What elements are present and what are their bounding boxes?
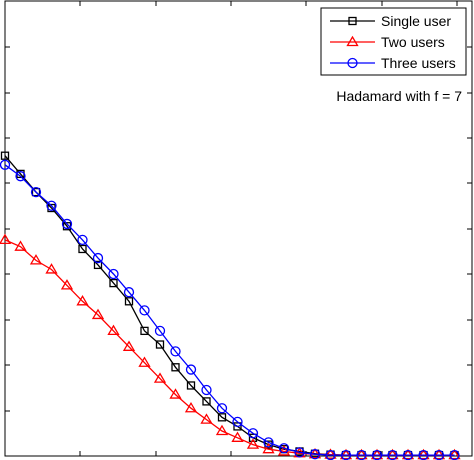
legend-label-two-users: Two users (381, 34, 445, 50)
legend: Single user Two users Three users (321, 8, 466, 75)
legend-label-single-user: Single user (381, 13, 451, 29)
legend-label-three-users: Three users (381, 55, 456, 71)
annotation-text: Hadamard with f = 7 (336, 88, 462, 104)
